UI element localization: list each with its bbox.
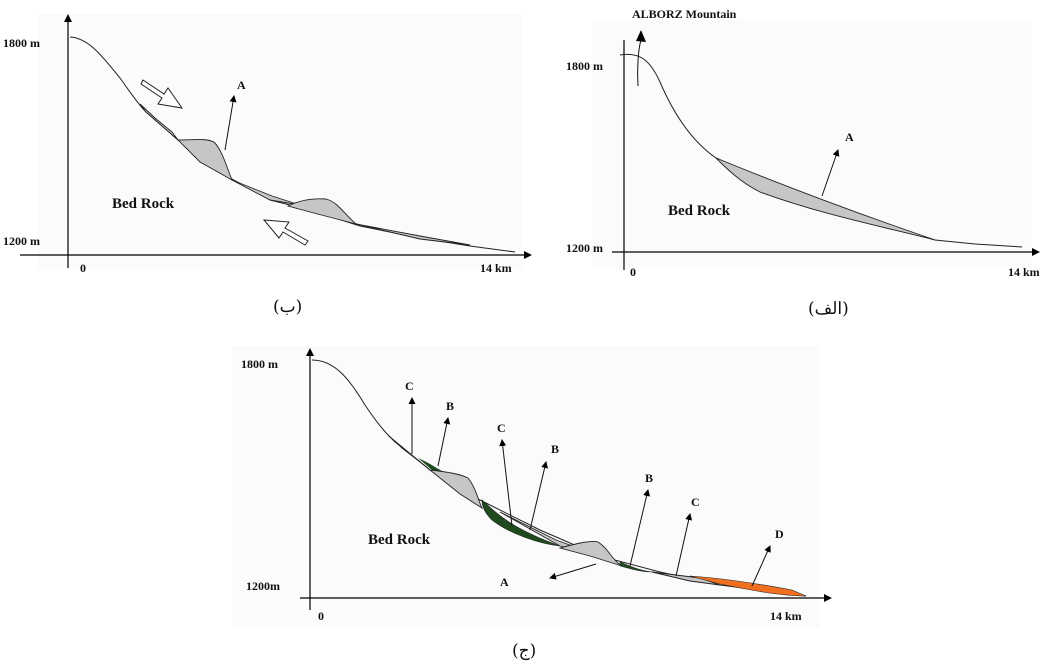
panel-jim-label-c-1: C: [405, 379, 414, 393]
panel-jim-pointer-b-1: [437, 417, 451, 467]
panel-jim-pointer-c-3: [675, 513, 693, 577]
panel-alef-x-start-label: 0: [630, 265, 636, 279]
panel-jim-middle-b-layer: [481, 499, 561, 547]
panel-b-bedrock-profile: [69, 36, 516, 253]
panel-jim-hump-1: [428, 469, 484, 510]
panel-jim-label-c-3: C: [691, 495, 700, 509]
panel-b-caption: (ب): [273, 297, 302, 317]
panel-jim-label-b-3: B: [645, 471, 653, 485]
panel-jim: 1800 m 1200m 0 14 km C B C B B: [232, 346, 832, 661]
panel-b-deposit-tail: [355, 223, 471, 246]
panel-b-deposit-label: A: [237, 78, 246, 92]
panel-jim-hump-2: [558, 541, 623, 567]
panel-jim-bedrock-label: Bed Rock: [368, 532, 431, 548]
panel-b-y-bottom-label: 1200 m: [3, 234, 40, 248]
panel-jim-x-end-label: 14 km: [770, 609, 802, 623]
panel-jim-bedrock-profile: [311, 359, 807, 597]
panel-jim-label-d: D: [775, 527, 784, 541]
panel-jim-y-top-label: 1800 m: [241, 357, 278, 371]
panel-jim-pointer-c-2: [499, 439, 513, 527]
panel-b: 1800 m 1200 m 0 14 km A Bed Rock (ب): [3, 14, 532, 317]
panel-b-flow-arrow-lower: [262, 219, 309, 246]
panel-alef-mountain-pointer: [637, 39, 642, 87]
panel-jim-x-start-label: 0: [318, 609, 324, 623]
panel-jim-label-a: A: [500, 575, 509, 589]
panel-b-deposit-hump-2: [286, 198, 357, 225]
panel-b-y-top-label: 1800 m: [3, 36, 40, 50]
panel-b-bedrock-label: Bed Rock: [112, 196, 175, 212]
panel-jim-pointer-b-3: [629, 489, 651, 567]
panel-jim-tail-deposit: [651, 571, 721, 586]
panel-alef: 1800 m 1200 m 0 14 km ALBORZ Mountain A …: [566, 7, 1040, 319]
panel-b-x-start-label: 0: [80, 261, 86, 275]
panel-alef-deposit-a: [715, 157, 936, 241]
panel-alef-bedrock-label: Bed Rock: [668, 203, 731, 219]
panel-jim-caption: (ج): [512, 641, 536, 661]
panel-alef-deposit-label: A: [845, 130, 854, 144]
panel-alef-pointer-a: [821, 149, 840, 197]
panel-jim-y-bottom-label: 1200m: [246, 579, 280, 593]
panel-alef-caption: (الف): [808, 299, 849, 319]
panel-jim-upper-wedge: [387, 434, 431, 471]
panel-jim-deposit-d: [689, 575, 807, 597]
panel-b-upper-wedge: [139, 103, 179, 141]
panel-jim-pointer-a: [549, 563, 597, 580]
panel-b-flow-arrow-upper: [140, 79, 184, 109]
panel-alef-mountain-label: ALBORZ Mountain: [632, 7, 737, 21]
panel-jim-label-c-2: C: [497, 421, 506, 435]
panel-b-pointer-a: [224, 95, 237, 151]
panel-jim-label-b-2: B: [551, 442, 559, 456]
panel-jim-pointer-b-2: [529, 461, 549, 531]
panel-b-x-end-label: 14 km: [480, 261, 512, 275]
panel-jim-upper-b-layer: [418, 458, 444, 472]
panel-alef-mountain-arrowhead: [636, 30, 646, 42]
panel-alef-x-end-label: 14 km: [1008, 265, 1040, 279]
panel-alef-background: [592, 20, 1032, 268]
panel-b-deposit-hump-1: [176, 139, 233, 182]
panel-alef-y-top-label: 1800 m: [566, 59, 603, 73]
panel-jim-label-b-1: B: [446, 399, 454, 413]
panel-jim-pointer-d: [751, 545, 771, 587]
panel-alef-y-bottom-label: 1200 m: [566, 241, 603, 255]
